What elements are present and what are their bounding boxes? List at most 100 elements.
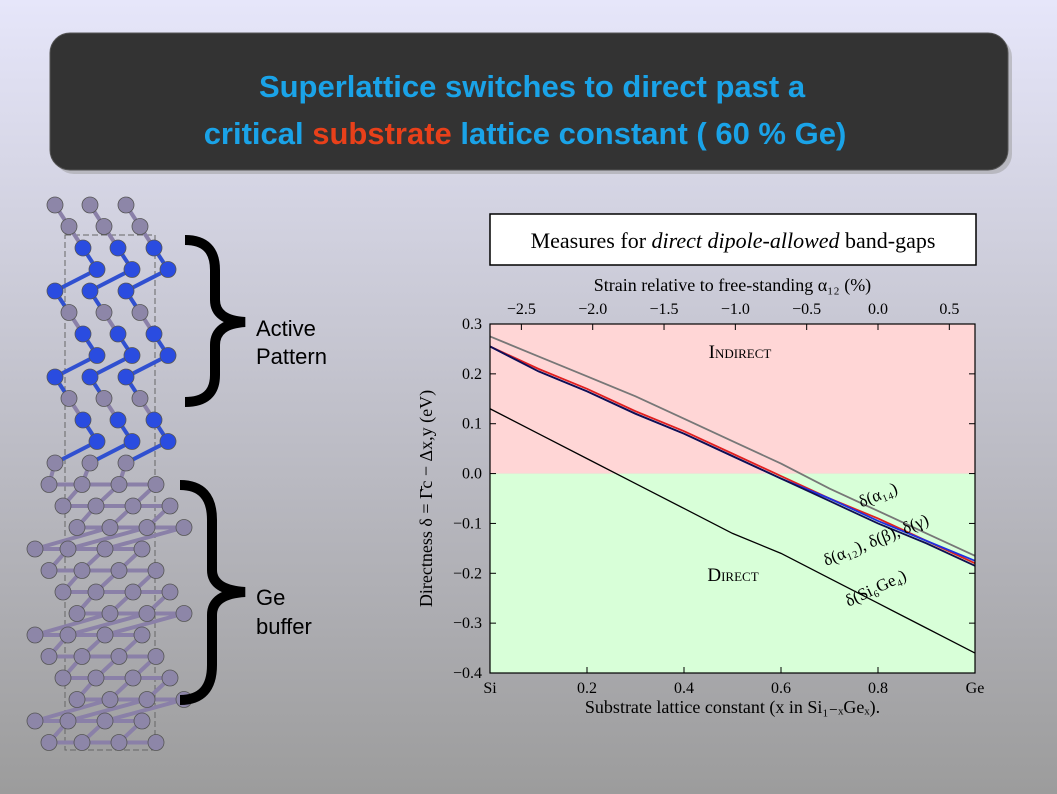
atom	[26, 712, 44, 730]
atom	[73, 562, 91, 579]
atom	[54, 497, 72, 515]
bond	[34, 611, 111, 637]
y-axis-label: Directness δ = Γ̄c − Δx,y (eV)	[416, 390, 437, 607]
x2-tick-label: −2.0	[578, 301, 607, 318]
atom	[123, 261, 141, 278]
atom	[46, 454, 64, 472]
atom	[46, 368, 64, 386]
bond	[104, 611, 185, 637]
atom	[117, 368, 135, 386]
atom	[95, 304, 113, 321]
x-axis-label: Substrate lattice constant (x in Si₁₋ₓGe…	[585, 697, 880, 718]
atom	[73, 648, 91, 665]
atom	[147, 562, 165, 579]
atom	[110, 734, 128, 751]
atom	[138, 691, 156, 708]
atom	[54, 669, 72, 687]
atom	[96, 626, 114, 644]
chart-title-box	[489, 213, 977, 266]
atom	[110, 562, 128, 579]
atom	[159, 433, 177, 450]
atom	[68, 605, 86, 622]
chart: Indirect Direct −0.4 −0.3 −0.2 −0.1 0.0 0.1 0.2 0…	[416, 275, 984, 718]
atom	[109, 239, 127, 257]
atom	[40, 476, 58, 493]
atom	[117, 282, 135, 300]
y-tick-label: −0.4	[453, 665, 482, 682]
atom	[123, 433, 141, 450]
atom	[60, 304, 78, 321]
atom	[161, 669, 179, 687]
atom	[60, 218, 78, 235]
atom	[87, 669, 105, 687]
atom	[96, 712, 114, 730]
atom	[159, 347, 177, 364]
atom	[147, 734, 165, 751]
atom	[88, 433, 106, 450]
atom	[54, 583, 72, 601]
title-box	[49, 32, 1009, 171]
bond	[34, 525, 111, 551]
indirect-region	[490, 324, 975, 474]
atom	[88, 347, 106, 364]
brace-label: buffer	[256, 614, 312, 639]
atom	[87, 497, 105, 515]
atom	[117, 454, 135, 472]
atom	[26, 540, 44, 558]
atom	[59, 626, 77, 644]
brace-label: Pattern	[256, 344, 327, 369]
atom	[101, 691, 119, 708]
atom	[81, 196, 99, 214]
x2-tick-label: 0.5	[939, 301, 959, 318]
brace-label: Active	[256, 316, 316, 341]
atom	[145, 411, 163, 429]
title-part: critical	[204, 116, 313, 151]
chart-title-part: direct dipole-allowed	[652, 228, 841, 253]
atom	[81, 282, 99, 300]
atom	[175, 605, 193, 622]
atom	[88, 261, 106, 278]
atom	[133, 540, 151, 558]
x2-tick-label: −1.0	[721, 301, 750, 318]
atom	[131, 218, 149, 235]
atom	[95, 218, 113, 235]
bond	[67, 697, 148, 723]
atom	[96, 540, 114, 558]
y-tick-label: 0.0	[462, 466, 482, 483]
region-label: Direct	[707, 565, 758, 586]
atom	[147, 648, 165, 665]
x2-tick-label: 0.0	[868, 301, 888, 318]
atom	[124, 583, 142, 601]
atom	[145, 239, 163, 257]
atom	[46, 282, 64, 300]
series-line	[489, 345, 976, 567]
crystal-structure	[26, 196, 193, 751]
atom	[101, 519, 119, 536]
atom	[131, 304, 149, 321]
chart-title-part: Measures for	[531, 228, 652, 253]
chart-title-part: band-gaps	[840, 228, 936, 253]
atom	[73, 734, 91, 751]
atom	[124, 497, 142, 515]
chart-title: Measures for direct dipole-allowed band-…	[531, 228, 936, 253]
y-tick-label: 0.2	[462, 366, 482, 383]
x2-tick-label: −0.5	[792, 301, 821, 318]
title-line: critical substrate lattice constant ( 60…	[204, 116, 847, 151]
bond	[34, 697, 111, 723]
atom	[124, 669, 142, 687]
atom	[59, 712, 77, 730]
atom	[159, 261, 177, 278]
atom	[81, 368, 99, 386]
title-part: lattice constant ( 60 % Ge)	[452, 116, 847, 151]
y-tick-label: −0.2	[453, 565, 482, 582]
atom	[161, 583, 179, 601]
x2-tick-label: −2.5	[507, 301, 536, 318]
x2-axis-label: Strain relative to free-standing α₁₂ (%)	[594, 275, 871, 296]
atom	[26, 626, 44, 644]
title-highlight: substrate	[312, 116, 452, 151]
atom	[145, 325, 163, 343]
atom	[40, 562, 58, 579]
series-line	[489, 408, 976, 654]
atom	[110, 648, 128, 665]
